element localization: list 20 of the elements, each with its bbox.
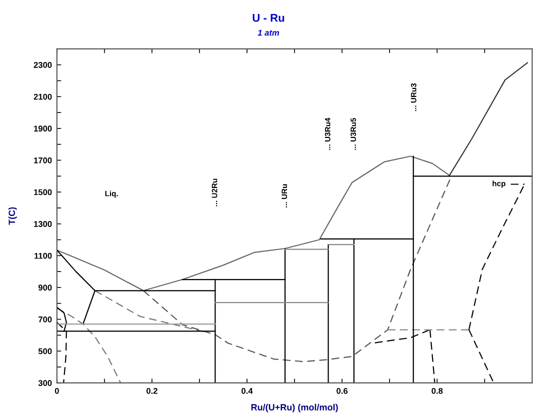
- y-tick-label: 1100: [34, 252, 52, 259]
- y-axis-title: T(C): [8, 207, 17, 225]
- chart-subtitle: 1 atm: [258, 30, 280, 36]
- x-tick-label: 0.4: [242, 388, 253, 394]
- y-tick-label: 1500: [34, 189, 52, 196]
- y-tick-label: 300: [38, 380, 52, 386]
- y-tick-label: 2300: [34, 62, 52, 68]
- x-tick-label: 0.8: [432, 388, 443, 394]
- y-tick-label: 500: [38, 348, 52, 354]
- y-tick-label: 2100: [34, 94, 52, 100]
- x-tick-label: 0: [54, 388, 59, 394]
- y-tick-label: 900: [38, 284, 52, 291]
- x-axis-title: Ru/(U+Ru) (mol/mol): [251, 404, 338, 412]
- chart-title: U - Ru: [252, 14, 284, 22]
- x-tick-label: 0.2: [146, 388, 158, 394]
- y-tick-label: 1300: [34, 221, 52, 227]
- x-tick-label: 0.6: [336, 388, 348, 394]
- y-tick-label: 1700: [34, 157, 52, 164]
- y-tick-label: 700: [38, 316, 52, 322]
- y-tick-label: 1900: [34, 126, 52, 132]
